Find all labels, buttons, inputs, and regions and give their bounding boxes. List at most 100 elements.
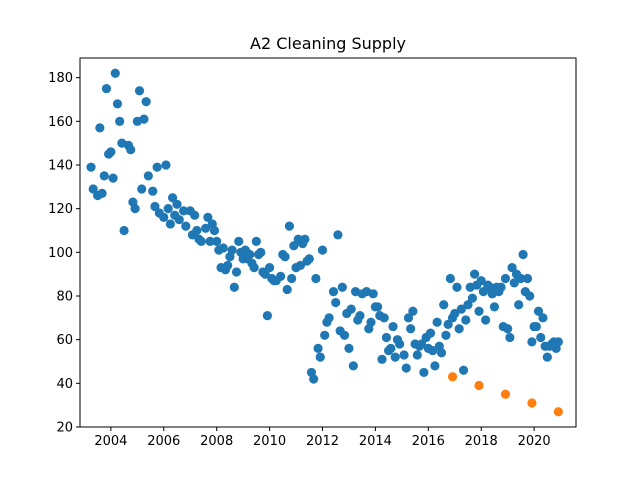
data-point-series-1 xyxy=(245,249,255,260)
data-point-series-1 xyxy=(518,249,528,260)
data-point-series-1 xyxy=(525,291,535,301)
data-point-series-2 xyxy=(553,407,563,417)
data-point-series-1 xyxy=(141,97,151,107)
data-point-series-1 xyxy=(381,332,392,343)
data-point-series-1 xyxy=(527,337,537,347)
data-point-series-1 xyxy=(456,304,466,314)
data-point-series-1 xyxy=(441,330,451,340)
data-point-series-1 xyxy=(379,313,389,323)
data-point-series-1 xyxy=(344,343,354,353)
data-point-series-1 xyxy=(430,361,440,371)
y-tick-label: 80 xyxy=(56,289,73,304)
data-point-series-1 xyxy=(450,308,460,319)
data-point-series-1 xyxy=(203,212,213,222)
data-point-series-1 xyxy=(174,214,184,225)
data-point-series-1 xyxy=(110,68,120,78)
y-tick-label: 180 xyxy=(48,71,73,86)
y-tick-label: 60 xyxy=(56,333,73,348)
data-point-series-1 xyxy=(260,269,270,279)
y-tick-label: 120 xyxy=(48,202,73,217)
y-tick-label: 100 xyxy=(48,246,73,261)
data-points xyxy=(86,68,563,417)
data-point-series-1 xyxy=(355,311,365,321)
data-point-series-1 xyxy=(496,282,506,292)
data-point-series-1 xyxy=(403,313,414,323)
data-point-series-1 xyxy=(481,315,491,325)
data-point-series-1 xyxy=(439,300,449,310)
data-point-series-1 xyxy=(328,287,339,297)
y-tick-label: 20 xyxy=(56,421,73,436)
data-point-series-1 xyxy=(159,212,169,222)
data-point-series-1 xyxy=(454,324,464,334)
data-point-series-1 xyxy=(476,276,486,286)
data-point-series-2 xyxy=(474,380,484,391)
data-point-series-1 xyxy=(500,273,511,284)
data-point-series-1 xyxy=(478,287,489,297)
data-point-series-1 xyxy=(390,352,400,362)
data-point-series-1 xyxy=(99,171,109,181)
data-point-series-1 xyxy=(445,273,455,284)
data-point-series-1 xyxy=(143,171,153,181)
data-point-series-1 xyxy=(522,273,533,284)
data-point-series-1 xyxy=(284,221,295,231)
data-point-series-1 xyxy=(388,321,398,332)
x-tick-label: 2012 xyxy=(306,434,339,449)
data-point-series-1 xyxy=(542,352,552,362)
data-point-series-1 xyxy=(533,306,544,316)
data-point-series-1 xyxy=(280,252,290,262)
data-point-series-1 xyxy=(366,317,376,327)
data-point-series-1 xyxy=(377,354,387,364)
data-point-series-1 xyxy=(161,160,171,170)
y-tick-label: 40 xyxy=(56,377,73,392)
data-point-series-1 xyxy=(223,260,233,271)
chart-title: A2 Cleaning Supply xyxy=(250,34,406,53)
data-point-series-1 xyxy=(304,254,314,264)
data-point-series-1 xyxy=(287,273,297,284)
x-tick-label: 2004 xyxy=(94,434,127,449)
data-point-series-1 xyxy=(137,184,147,194)
data-point-series-1 xyxy=(264,263,275,273)
data-point-series-1 xyxy=(503,324,513,334)
data-point-series-1 xyxy=(463,300,473,310)
plot-frame xyxy=(79,57,577,428)
data-point-series-1 xyxy=(531,321,541,332)
data-point-series-1 xyxy=(373,302,383,312)
data-point-series-1 xyxy=(538,313,548,323)
data-point-series-1 xyxy=(218,243,228,253)
data-point-series-1 xyxy=(536,332,546,343)
y-tick-label: 140 xyxy=(48,158,73,173)
x-tick-label: 2018 xyxy=(465,434,498,449)
data-point-series-1 xyxy=(179,206,189,216)
x-tick-label: 2014 xyxy=(359,434,392,449)
data-point-series-1 xyxy=(108,173,118,183)
data-point-series-1 xyxy=(417,339,427,349)
data-point-series-1 xyxy=(289,241,299,251)
data-point-series-1 xyxy=(181,221,191,231)
data-point-series-1 xyxy=(106,147,116,157)
data-point-series-1 xyxy=(505,332,515,343)
data-point-series-1 xyxy=(324,313,334,323)
data-point-series-1 xyxy=(115,116,125,126)
data-point-series-1 xyxy=(300,234,310,244)
data-point-series-1 xyxy=(126,145,136,155)
x-tick-label: 2006 xyxy=(147,434,180,449)
data-point-series-1 xyxy=(139,114,149,124)
data-point-series-1 xyxy=(467,293,477,303)
data-point-series-1 xyxy=(172,199,182,209)
y-axis: 20 40 60 80 100 120 140 160 180 xyxy=(48,71,80,436)
data-point-series-1 xyxy=(386,343,396,353)
data-point-series-1 xyxy=(163,204,173,214)
data-point-series-1 xyxy=(311,273,321,284)
data-point-series-1 xyxy=(331,297,341,308)
data-point-series-1 xyxy=(150,201,160,212)
data-point-series-1 xyxy=(256,247,266,257)
data-point-series-2 xyxy=(500,389,511,399)
data-point-series-1 xyxy=(282,284,292,295)
data-point-series-1 xyxy=(88,184,98,194)
data-point-series-1 xyxy=(406,324,416,334)
data-point-series-1 xyxy=(97,188,107,198)
data-point-series-1 xyxy=(251,236,261,247)
data-point-series-1 xyxy=(276,271,286,281)
data-point-series-1 xyxy=(119,225,129,236)
